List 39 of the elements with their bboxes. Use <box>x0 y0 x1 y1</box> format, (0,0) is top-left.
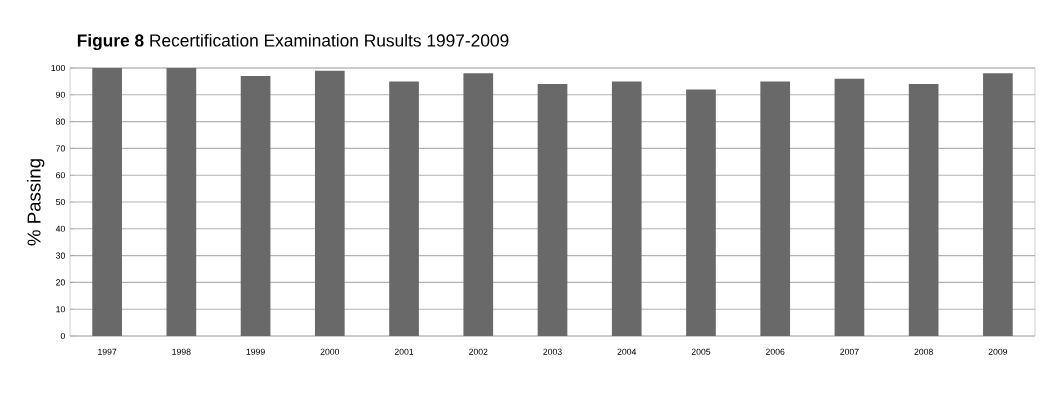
y-tick-label: 80 <box>56 118 65 125</box>
x-tick-label: 1997 <box>98 348 117 355</box>
chart-title: Figure 8 Recertification Examination Rusults 1997-2009 <box>77 33 509 51</box>
x-tick-label: 2005 <box>691 348 711 355</box>
y-tick-label: 40 <box>55 225 65 232</box>
bar <box>611 81 642 336</box>
bar <box>166 68 197 336</box>
y-tick-label: 90 <box>56 91 65 98</box>
bar <box>908 84 939 336</box>
bar <box>537 84 568 336</box>
y-tick-label: 0 <box>60 332 65 340</box>
y-tick-label: 60 <box>56 172 65 179</box>
x-tick-label: 1998 <box>172 348 191 355</box>
x-tick-label: 2009 <box>988 348 1008 355</box>
x-tick-label: 2003 <box>543 348 562 355</box>
y-axis-title: % Passing <box>26 159 45 246</box>
x-tick-label: 2008 <box>914 348 933 355</box>
x-tick-label: 2001 <box>394 348 414 355</box>
y-tick-label: 100 <box>51 64 65 72</box>
bar <box>314 70 345 336</box>
bar <box>983 73 1013 336</box>
y-tick-label: 70 <box>56 145 65 152</box>
x-tick-label: 2002 <box>469 348 488 355</box>
bar <box>92 68 122 336</box>
y-tick-label: 30 <box>55 252 65 259</box>
bar <box>463 73 494 336</box>
bar <box>240 76 271 336</box>
bar <box>760 81 791 336</box>
x-tick-label: 2000 <box>320 348 340 355</box>
y-tick-label: 50 <box>56 198 65 206</box>
bar <box>834 78 865 336</box>
bar <box>389 81 419 336</box>
x-tick-label: 2007 <box>840 348 859 355</box>
x-tick-label: 2004 <box>617 348 637 355</box>
y-tick-label: 20 <box>56 279 65 286</box>
y-tick-label: 10 <box>56 306 65 313</box>
x-tick-label: 2006 <box>766 348 785 355</box>
bar <box>686 89 716 336</box>
x-tick-label: 1999 <box>246 348 265 355</box>
